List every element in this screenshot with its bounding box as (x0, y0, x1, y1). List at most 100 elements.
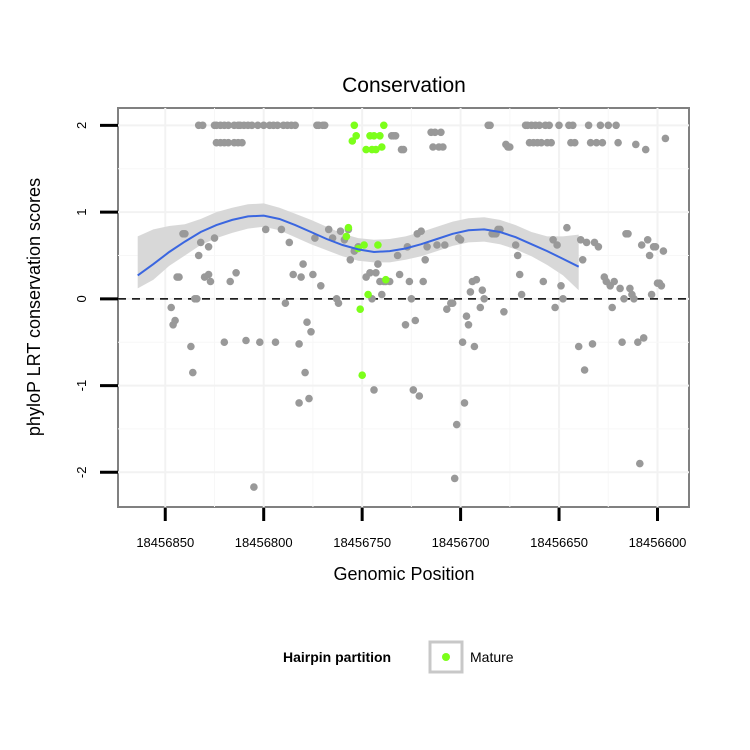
mature-point (372, 145, 380, 154)
data-point (515, 270, 524, 279)
data-point (545, 121, 553, 130)
data-point (610, 277, 618, 286)
data-point (303, 318, 311, 327)
data-point (441, 241, 449, 249)
data-points (167, 121, 670, 491)
data-point (299, 260, 307, 268)
data-point (378, 290, 386, 299)
mature-point (382, 275, 390, 284)
data-point (537, 138, 546, 147)
data-point (409, 386, 418, 394)
y-tick-label: 0 (74, 295, 89, 302)
data-point (539, 277, 548, 286)
data-point (399, 145, 408, 154)
data-point (626, 284, 634, 293)
data-point (206, 277, 215, 286)
mature-point (348, 137, 357, 145)
data-point (285, 238, 294, 247)
data-point (204, 243, 213, 251)
data-point (437, 128, 445, 137)
data-point (616, 284, 624, 293)
data-point (500, 308, 508, 316)
data-point (405, 277, 414, 286)
data-point (320, 121, 329, 130)
x-tick-label: 18456750 (333, 535, 391, 550)
smooth-line (137, 214, 580, 277)
data-point (346, 255, 355, 264)
data-point (580, 366, 589, 374)
data-point (458, 338, 467, 347)
data-point (198, 121, 207, 130)
legend-mature-marker (442, 653, 450, 661)
data-point (393, 251, 402, 260)
data-point (486, 121, 494, 130)
data-point (194, 251, 203, 260)
data-point (167, 303, 175, 312)
data-point (411, 316, 420, 325)
data-point (226, 277, 234, 286)
data-point (415, 392, 424, 400)
legend-label-mature: Mature (470, 649, 514, 665)
data-point (370, 386, 378, 394)
data-point (248, 121, 256, 130)
data-point (238, 138, 246, 147)
x-tick-label: 18456800 (235, 535, 293, 550)
mature-point (370, 132, 378, 140)
data-point (620, 295, 628, 303)
data-point (187, 342, 195, 351)
mature-point (356, 305, 365, 314)
data-point (273, 121, 282, 130)
data-point (224, 121, 233, 130)
data-point (555, 121, 563, 130)
data-point (641, 145, 650, 154)
legend-title: Hairpin partition (283, 649, 391, 665)
data-point (614, 138, 622, 147)
data-point (210, 234, 219, 242)
data-point (336, 227, 345, 235)
plot-panel (117, 107, 690, 508)
data-point (511, 241, 520, 249)
data-point (366, 269, 374, 277)
data-point (242, 336, 250, 345)
data-point (181, 230, 189, 238)
data-point (647, 290, 656, 299)
data-point (271, 338, 280, 347)
data-point (452, 420, 461, 429)
data-point (460, 399, 469, 407)
data-point (204, 270, 213, 279)
x-axis-title: Genomic Position (333, 564, 474, 584)
data-point (307, 328, 315, 336)
data-point (598, 138, 607, 147)
data-point (478, 286, 487, 295)
data-point (608, 303, 616, 312)
x-tick-label: 18456700 (432, 535, 490, 550)
data-point (643, 236, 652, 244)
data-point (295, 399, 303, 407)
y-tick-label: -2 (74, 467, 89, 479)
data-point (456, 236, 465, 244)
data-point (569, 121, 577, 130)
data-point (645, 251, 654, 260)
x-tick-label: 18456600 (629, 535, 687, 550)
x-tick-label: 18456850 (136, 535, 194, 550)
data-point (196, 238, 205, 247)
data-point (588, 340, 597, 348)
legend: Hairpin partition Mature (283, 640, 514, 674)
data-point (297, 273, 305, 281)
mature-point (358, 371, 367, 380)
data-point (232, 269, 240, 277)
x-tick-label: 18456650 (530, 535, 588, 550)
data-point (301, 368, 309, 377)
data-point (563, 223, 571, 232)
data-point (417, 227, 426, 235)
data-point (559, 295, 567, 303)
data-point (657, 282, 666, 290)
data-point (193, 295, 201, 303)
data-point (574, 342, 583, 351)
data-point (624, 230, 632, 238)
data-point (636, 459, 644, 468)
data-point (372, 269, 380, 277)
data-point (592, 138, 601, 147)
data-point (324, 225, 333, 234)
data-point (517, 290, 526, 299)
